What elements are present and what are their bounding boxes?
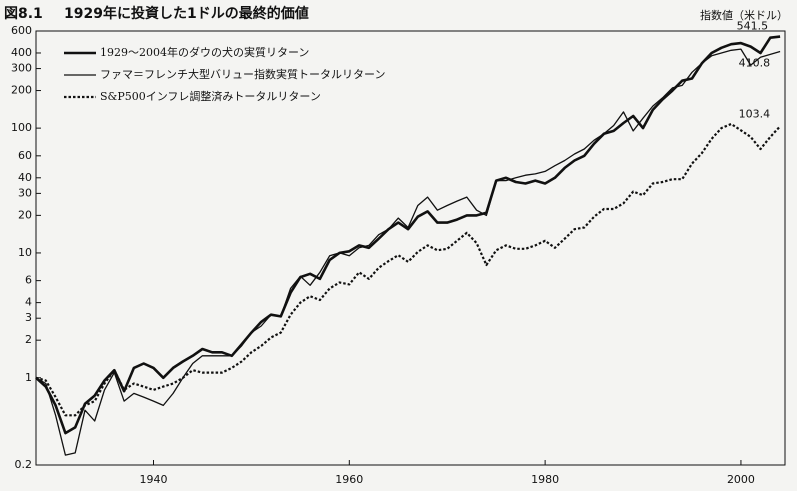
y-tick-label: 6 — [25, 274, 32, 287]
series-line — [35, 35, 781, 435]
x-tick-label: 1960 — [335, 473, 363, 486]
x-tick-label: 2000 — [727, 473, 755, 486]
x-tick-label: 1940 — [139, 473, 167, 486]
y-tick-label: 200 — [11, 84, 32, 97]
y-tick-label: 100 — [11, 121, 32, 134]
legend-label: 1929～2004年のダウの犬の実質リターン — [100, 45, 309, 59]
y-tick-label: 20 — [18, 208, 32, 221]
y-tick-label: 300 — [11, 62, 32, 75]
chart-title: 1929年に投資した1ドルの最終的価値 — [64, 5, 309, 22]
y-tick-label: 3 — [25, 311, 32, 324]
plot-frame — [35, 30, 786, 466]
series-line — [35, 48, 781, 456]
y-tick-label: 30 — [18, 186, 32, 199]
data-label: 410.8 — [739, 57, 771, 70]
y-tick-label: 40 — [18, 171, 32, 184]
y-tick-label: 1 — [25, 371, 32, 384]
y-tick-label: 60 — [18, 149, 32, 162]
data-label: 541.5 — [737, 20, 769, 33]
legend-label: ファマ＝フレンチ大型バリュー指数実質トータルリターン — [100, 67, 385, 81]
y-tick-label: 10 — [18, 246, 32, 259]
y-axis-label: 指数値（米ドル） — [700, 8, 788, 22]
figure-label: 図8.1 — [4, 6, 43, 22]
y-tick-label: 400 — [11, 46, 32, 59]
y-tick-label: 2 — [25, 333, 32, 346]
y-tick-label: 4 — [25, 296, 32, 309]
series-line — [35, 122, 781, 417]
y-tick-label: 0.2 — [15, 458, 33, 471]
x-tick-label: 1980 — [531, 473, 559, 486]
legend-label: S&P500インフレ調整済みトータルリターン — [100, 89, 321, 103]
data-label: 103.4 — [739, 107, 771, 120]
y-tick-label: 600 — [11, 24, 32, 37]
